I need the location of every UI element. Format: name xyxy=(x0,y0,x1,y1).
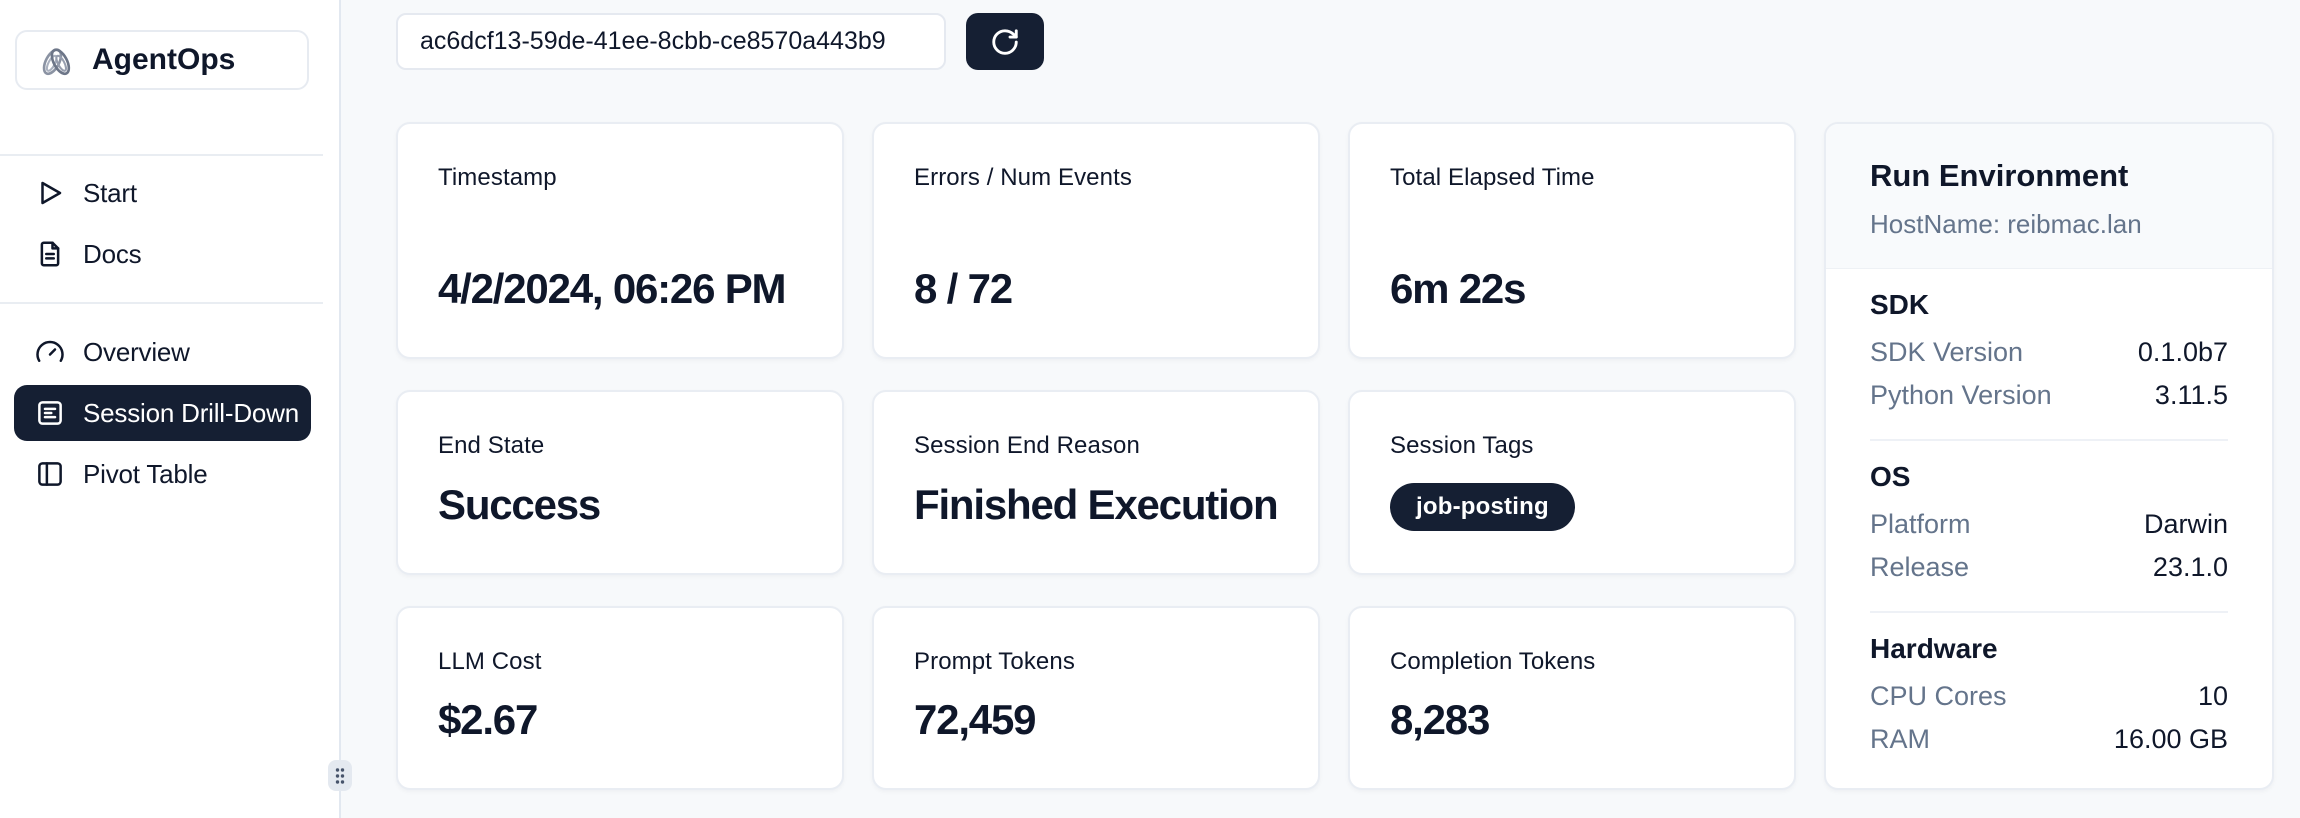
sidebar-item-label: Docs xyxy=(83,238,142,269)
card-timestamp: Timestamp 4/2/2024, 06:26 PM xyxy=(396,122,844,359)
env-row-value: Darwin xyxy=(2143,509,2228,539)
card-label: Errors / Num Events xyxy=(914,164,1132,191)
env-row-value: 23.1.0 xyxy=(2152,552,2228,582)
sidebar-item-label: Start xyxy=(83,177,137,208)
panel-columns-icon xyxy=(38,462,62,486)
sidebar-item-label: Session Drill-Down xyxy=(83,397,300,428)
env-row-label: Platform xyxy=(1870,509,1971,539)
card-session-tags: Session Tags job-posting xyxy=(1348,390,1796,575)
sidebar-item-label: Pivot Table xyxy=(83,458,208,489)
env-row-value: 0.1.0b7 xyxy=(2137,337,2228,367)
env-row-ram: RAM 16.00 GB xyxy=(1870,718,2228,761)
card-end-state: End State Success xyxy=(396,390,844,575)
card-value: 8,283 xyxy=(1390,695,1490,743)
session-toolbar xyxy=(396,13,2276,70)
session-tag-badge: job-posting xyxy=(1390,483,1575,531)
sidebar-divider xyxy=(0,302,323,304)
card-value: Success xyxy=(438,480,601,528)
sidebar-nav: Start Docs Overview xyxy=(0,156,339,502)
sidebar-item-session-drill-down[interactable]: Session Drill-Down xyxy=(14,385,311,441)
paperclip-logo-icon xyxy=(42,48,71,76)
card-total-elapsed-time: Total Elapsed Time 6m 22s xyxy=(1348,122,1796,359)
env-section-sdk: SDK SDK Version 0.1.0b7 Python Version 3… xyxy=(1870,269,2228,441)
card-errors-num-events: Errors / Num Events 8 / 72 xyxy=(872,122,1320,359)
env-row-platform: Platform Darwin xyxy=(1870,503,2228,546)
card-label: Session End Reason xyxy=(914,432,1140,459)
card-label: LLM Cost xyxy=(438,648,542,675)
sidebar-item-label: Overview xyxy=(83,336,190,367)
card-prompt-tokens: Prompt Tokens 72,459 xyxy=(872,606,1320,790)
logo-text: AgentOps xyxy=(92,43,236,76)
env-row-release: Release 23.1.0 xyxy=(1870,546,2228,589)
sidebar: AgentOps Start Docs xyxy=(0,0,352,818)
env-row-value: 3.11.5 xyxy=(2154,380,2228,410)
gauge-icon xyxy=(36,340,64,362)
card-llm-cost: LLM Cost $2.67 xyxy=(396,606,844,790)
env-row-value: 10 xyxy=(2197,681,2228,711)
file-text-icon xyxy=(40,241,60,267)
env-row-label: CPU Cores xyxy=(1870,681,2007,711)
card-value: 4/2/2024, 06:26 PM xyxy=(438,264,787,312)
run-environment-body: SDK SDK Version 0.1.0b7 Python Version 3… xyxy=(1826,269,2272,788)
card-value: 6m 22s xyxy=(1390,264,1526,312)
env-section-hardware: Hardware CPU Cores 10 RAM 16.00 GB xyxy=(1870,613,2228,783)
sidebar-item-overview[interactable]: Overview xyxy=(14,324,311,380)
run-environment-panel: Run Environment HostName: reibmac.lan SD… xyxy=(1824,122,2274,790)
grip-dots-icon xyxy=(335,767,345,784)
env-row-sdk-version: SDK Version 0.1.0b7 xyxy=(1870,331,2228,374)
card-label: Total Elapsed Time xyxy=(1390,164,1595,191)
env-section-os: OS Platform Darwin Release 23.1.0 xyxy=(1870,441,2228,613)
env-section-title: Hardware xyxy=(1870,633,1998,664)
env-row-label: RAM xyxy=(1870,724,1930,754)
run-environment-title: Run Environment xyxy=(1870,158,2129,193)
card-completion-tokens: Completion Tokens 8,283 xyxy=(1348,606,1796,790)
hostname-text: HostName: reibmac.lan xyxy=(1870,209,2142,239)
card-value: 8 / 72 xyxy=(914,264,1013,312)
main-content: Timestamp 4/2/2024, 06:26 PM Errors / Nu… xyxy=(341,0,2300,818)
env-row-value: 16.00 GB xyxy=(2113,724,2228,754)
card-value: Finished Execution xyxy=(914,480,1279,528)
card-label: Prompt Tokens xyxy=(914,648,1075,675)
card-label: End State xyxy=(438,432,545,459)
env-row-label: Python Version xyxy=(1870,380,2052,410)
rotate-cw-icon xyxy=(992,28,1018,55)
list-square-icon xyxy=(38,401,62,425)
env-section-title: OS xyxy=(1870,461,1911,492)
env-row-python-version: Python Version 3.11.5 xyxy=(1870,374,2228,417)
env-row-label: SDK Version xyxy=(1870,337,2024,367)
card-label: Completion Tokens xyxy=(1390,648,1596,675)
panel-resize-handle[interactable] xyxy=(328,760,352,791)
sidebar-item-start[interactable]: Start xyxy=(14,165,311,221)
play-icon xyxy=(41,181,62,205)
card-value: 72,459 xyxy=(914,695,1036,743)
sidebar-item-docs[interactable]: Docs xyxy=(14,226,311,282)
agentops-logo[interactable]: AgentOps xyxy=(15,30,309,90)
sidebar-divider xyxy=(0,154,323,156)
card-session-end-reason: Session End Reason Finished Execution xyxy=(872,390,1320,575)
session-id-input[interactable] xyxy=(396,13,946,70)
card-value: $2.67 xyxy=(438,695,538,743)
metrics-grid: Timestamp 4/2/2024, 06:26 PM Errors / Nu… xyxy=(396,122,2276,790)
card-label: Session Tags xyxy=(1390,432,1534,459)
run-environment-header: Run Environment HostName: reibmac.lan xyxy=(1826,124,2272,269)
refresh-button[interactable] xyxy=(966,13,1044,70)
env-section-title: SDK xyxy=(1870,289,1930,320)
env-row-cpu-cores: CPU Cores 10 xyxy=(1870,675,2228,718)
env-row-label: Release xyxy=(1870,552,1970,582)
card-label: Timestamp xyxy=(438,164,557,191)
sidebar-item-pivot-table[interactable]: Pivot Table xyxy=(14,446,311,502)
